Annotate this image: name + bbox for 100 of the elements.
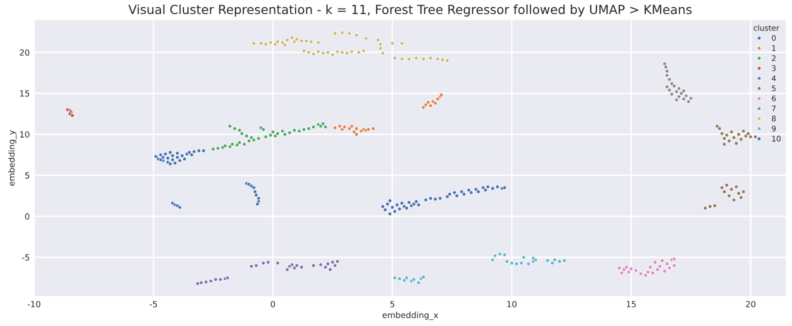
point xyxy=(354,126,359,131)
point xyxy=(724,133,729,138)
point xyxy=(232,126,237,131)
point xyxy=(462,192,466,196)
point xyxy=(268,40,273,45)
point xyxy=(682,96,686,102)
point xyxy=(438,196,442,200)
point xyxy=(218,277,222,282)
point xyxy=(753,134,758,139)
point xyxy=(249,264,254,268)
point xyxy=(213,277,218,282)
point xyxy=(490,258,495,262)
point xyxy=(376,38,380,42)
point xyxy=(424,198,428,202)
point xyxy=(552,258,557,262)
point xyxy=(421,56,426,62)
x-tick-label: 10 xyxy=(507,300,517,308)
point xyxy=(720,131,724,136)
point xyxy=(490,186,495,191)
point xyxy=(428,56,433,60)
point xyxy=(634,268,638,273)
point xyxy=(652,260,658,264)
point xyxy=(648,265,652,270)
point xyxy=(187,150,192,154)
point xyxy=(254,263,258,268)
point xyxy=(192,149,196,154)
point xyxy=(664,84,670,89)
y-tick-label: 10 xyxy=(20,131,30,138)
point xyxy=(237,128,242,132)
point xyxy=(727,194,732,198)
point xyxy=(202,148,206,153)
point xyxy=(746,131,750,136)
point xyxy=(280,128,285,134)
point xyxy=(729,187,734,192)
point xyxy=(254,192,258,198)
x-axis-title: embedding_x xyxy=(382,312,438,320)
point xyxy=(328,267,332,272)
point xyxy=(294,263,299,268)
point xyxy=(664,262,670,266)
point xyxy=(294,37,299,42)
point xyxy=(266,260,270,264)
y-tick-label: 15 xyxy=(20,90,30,97)
point xyxy=(318,262,323,267)
y-tick-label: 5 xyxy=(25,172,30,179)
point xyxy=(190,152,194,157)
point xyxy=(404,206,409,210)
point xyxy=(320,122,326,126)
point xyxy=(433,196,438,202)
point xyxy=(350,124,354,128)
point xyxy=(168,162,172,166)
point xyxy=(426,100,430,104)
point xyxy=(332,263,338,268)
point xyxy=(332,126,338,130)
point xyxy=(674,98,679,102)
point xyxy=(416,280,421,285)
point xyxy=(416,202,421,207)
point xyxy=(448,192,452,196)
point xyxy=(392,56,397,60)
point xyxy=(362,48,366,53)
point xyxy=(720,186,724,190)
point xyxy=(664,64,668,70)
point xyxy=(383,208,388,212)
point xyxy=(519,260,524,266)
point xyxy=(223,144,228,148)
point xyxy=(498,252,502,256)
point xyxy=(175,155,180,160)
point xyxy=(748,134,753,139)
point xyxy=(655,267,660,272)
point xyxy=(708,204,712,209)
point xyxy=(732,135,736,140)
point xyxy=(70,113,74,118)
point xyxy=(510,260,514,266)
point xyxy=(734,184,738,189)
point xyxy=(182,156,187,162)
point xyxy=(617,266,622,270)
point xyxy=(672,256,676,262)
point xyxy=(246,138,252,144)
point xyxy=(350,49,354,54)
point xyxy=(276,40,280,44)
point xyxy=(264,42,268,46)
point xyxy=(354,33,359,38)
point xyxy=(667,88,672,92)
point xyxy=(270,130,276,134)
point xyxy=(204,280,208,284)
point xyxy=(400,201,404,206)
point xyxy=(722,190,726,194)
point xyxy=(323,124,328,130)
point xyxy=(741,190,746,194)
point xyxy=(676,86,682,91)
point xyxy=(380,204,385,209)
point xyxy=(252,138,256,142)
point xyxy=(397,276,402,281)
point xyxy=(486,184,490,189)
point xyxy=(445,58,450,63)
point xyxy=(168,150,172,154)
point xyxy=(299,38,304,43)
point xyxy=(436,56,440,62)
point xyxy=(249,135,254,140)
point xyxy=(502,186,507,190)
point xyxy=(722,136,726,141)
